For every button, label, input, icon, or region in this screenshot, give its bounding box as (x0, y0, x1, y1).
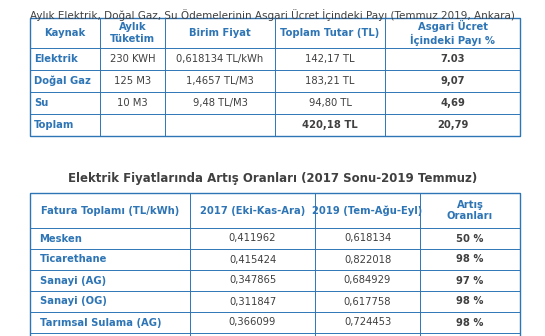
Text: 0,618134 TL/kWh: 0,618134 TL/kWh (177, 54, 264, 64)
Text: Fatura Toplamı (TL/kWh): Fatura Toplamı (TL/kWh) (41, 206, 179, 215)
Text: Sanayi (OG): Sanayi (OG) (40, 296, 106, 306)
Text: 230 KWH: 230 KWH (110, 54, 155, 64)
Text: 7.03: 7.03 (440, 54, 465, 64)
Text: 98 %: 98 % (456, 254, 484, 264)
Bar (30, 18, 520, 136)
Text: 98 %: 98 % (456, 296, 484, 306)
Text: Artış
Oranları: Artış Oranları (447, 200, 493, 221)
Text: 1,4657 TL/M3: 1,4657 TL/M3 (186, 76, 254, 86)
Text: Tarımsal Sulama (AG): Tarımsal Sulama (AG) (40, 318, 161, 328)
Text: Su: Su (34, 98, 49, 108)
Text: 0,415424: 0,415424 (229, 254, 276, 264)
Text: Birim Fiyat: Birim Fiyat (189, 28, 251, 38)
Text: 0,724453: 0,724453 (344, 318, 391, 328)
Text: 2017 (Eki-Kas-Ara): 2017 (Eki-Kas-Ara) (200, 206, 305, 215)
Text: Toplam: Toplam (34, 120, 75, 130)
Text: 142,17 TL: 142,17 TL (305, 54, 355, 64)
Text: 0,618134: 0,618134 (344, 234, 391, 244)
Text: Aylık
Tüketim: Aylık Tüketim (110, 23, 155, 44)
Text: 20,79: 20,79 (437, 120, 468, 130)
Text: 0,411962: 0,411962 (229, 234, 276, 244)
Text: Mesken: Mesken (40, 234, 82, 244)
Text: 125 M3: 125 M3 (114, 76, 151, 86)
Text: 0,311847: 0,311847 (229, 296, 276, 306)
Text: Elektrik Fiyatlarında Artış Oranları (2017 Sonu-2019 Temmuz): Elektrik Fiyatlarında Artış Oranları (20… (68, 172, 477, 185)
Text: Ticarethane: Ticarethane (40, 254, 107, 264)
Text: Toplam Tutar (TL): Toplam Tutar (TL) (280, 28, 380, 38)
Text: 94,80 TL: 94,80 TL (308, 98, 352, 108)
Text: 9,48 TL/M3: 9,48 TL/M3 (192, 98, 247, 108)
Text: Asgari Ücret
İçindeki Payı %: Asgari Ücret İçindeki Payı % (410, 20, 495, 46)
Text: 0,684929: 0,684929 (344, 276, 391, 286)
Text: 10 M3: 10 M3 (117, 98, 148, 108)
Text: 183,21 TL: 183,21 TL (305, 76, 355, 86)
Text: Doğal Gaz: Doğal Gaz (34, 76, 91, 86)
Text: 0,617758: 0,617758 (344, 296, 391, 306)
Text: 0,822018: 0,822018 (344, 254, 391, 264)
Text: 97 %: 97 % (456, 276, 484, 286)
Text: 9,07: 9,07 (440, 76, 465, 86)
Bar (30, 193, 520, 336)
Text: 50 %: 50 % (456, 234, 484, 244)
Text: 2019 (Tem-Ağu-Eyl): 2019 (Tem-Ağu-Eyl) (312, 205, 422, 216)
Text: Kaynak: Kaynak (44, 28, 86, 38)
Text: Aylık Elektrik, Doğal Gaz, Su Ödemelerinin Asgari Ücret İçindeki Payı (Temmuz 20: Aylık Elektrik, Doğal Gaz, Su Ödemelerin… (30, 9, 515, 21)
Text: Elektrik: Elektrik (34, 54, 78, 64)
Text: 420,18 TL: 420,18 TL (302, 120, 358, 130)
Text: 0,347865: 0,347865 (229, 276, 276, 286)
Text: 0,366099: 0,366099 (229, 318, 276, 328)
Text: 98 %: 98 % (456, 318, 484, 328)
Text: 4,69: 4,69 (440, 98, 465, 108)
Text: Sanayi (AG): Sanayi (AG) (40, 276, 106, 286)
